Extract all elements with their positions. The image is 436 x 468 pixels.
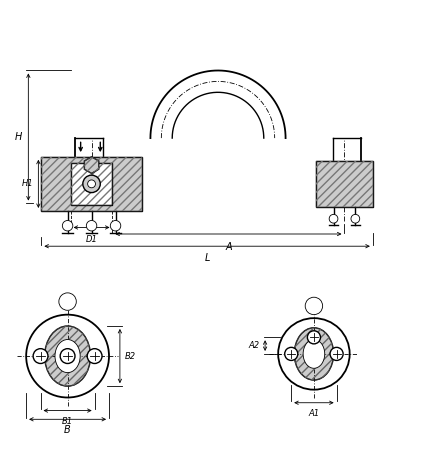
Polygon shape bbox=[71, 163, 112, 205]
Text: H1: H1 bbox=[22, 179, 33, 188]
Ellipse shape bbox=[55, 339, 80, 373]
Circle shape bbox=[329, 214, 338, 223]
Text: 1: 1 bbox=[65, 297, 71, 307]
Text: B1: B1 bbox=[62, 417, 73, 426]
Ellipse shape bbox=[303, 339, 325, 368]
Circle shape bbox=[86, 220, 97, 231]
Text: D1: D1 bbox=[85, 235, 98, 244]
Circle shape bbox=[330, 347, 343, 360]
Circle shape bbox=[110, 220, 121, 231]
Text: A1: A1 bbox=[308, 409, 320, 418]
Circle shape bbox=[83, 175, 100, 192]
Text: A: A bbox=[225, 242, 232, 252]
Circle shape bbox=[60, 349, 75, 364]
Circle shape bbox=[305, 297, 323, 314]
Text: 2: 2 bbox=[311, 301, 317, 311]
Ellipse shape bbox=[45, 326, 91, 386]
Text: D: D bbox=[106, 183, 140, 203]
Ellipse shape bbox=[294, 328, 334, 380]
Circle shape bbox=[26, 314, 109, 397]
Text: A2: A2 bbox=[249, 341, 260, 350]
Text: L: L bbox=[204, 253, 210, 263]
Text: H: H bbox=[15, 132, 22, 142]
Polygon shape bbox=[41, 157, 142, 211]
Circle shape bbox=[62, 220, 73, 231]
Text: B2: B2 bbox=[125, 351, 136, 360]
Circle shape bbox=[88, 180, 95, 188]
Circle shape bbox=[59, 293, 76, 310]
Polygon shape bbox=[316, 161, 373, 206]
Text: B: B bbox=[64, 425, 71, 435]
Circle shape bbox=[351, 214, 360, 223]
Polygon shape bbox=[85, 157, 99, 174]
Circle shape bbox=[278, 318, 350, 390]
Circle shape bbox=[87, 349, 102, 364]
Circle shape bbox=[33, 349, 48, 364]
Circle shape bbox=[285, 347, 298, 360]
Circle shape bbox=[307, 331, 320, 344]
